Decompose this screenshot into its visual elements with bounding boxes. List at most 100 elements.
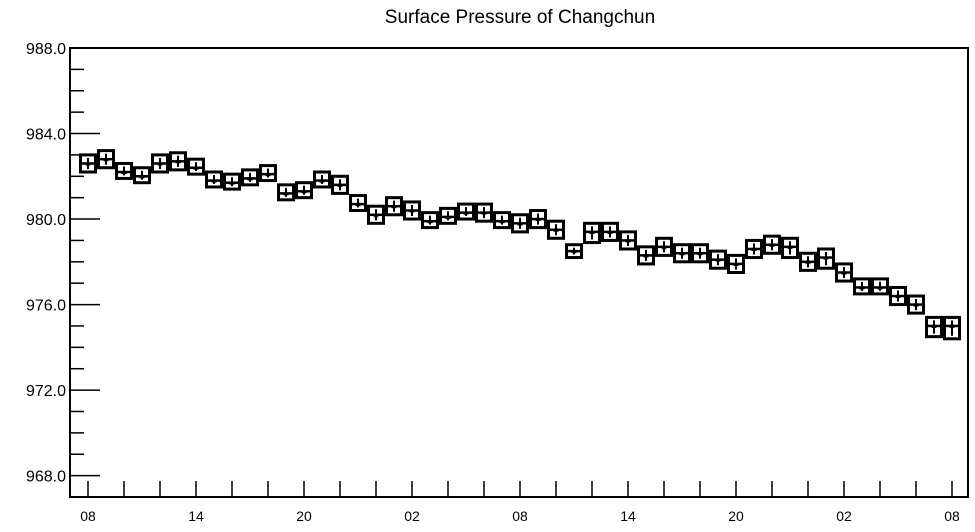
- box-mark: [493, 211, 511, 230]
- box-mark: [637, 245, 655, 266]
- box-marker: [931, 324, 937, 328]
- box-marker: [643, 254, 649, 258]
- box-marker: [913, 303, 919, 307]
- box-marker: [715, 258, 721, 262]
- box-mark: [223, 172, 241, 191]
- x-tick-label: 08: [944, 508, 960, 524]
- y-tick-label: 976.0: [26, 298, 66, 315]
- box-mark: [439, 206, 457, 225]
- box-mark: [79, 153, 97, 174]
- box-marker: [265, 173, 271, 177]
- box-marker: [805, 260, 811, 264]
- box-mark: [673, 243, 691, 264]
- box-mark: [745, 238, 763, 260]
- box-marker: [355, 203, 361, 207]
- box-mark: [511, 213, 529, 234]
- box-marker: [481, 211, 487, 215]
- y-axis: 968.0 972.0 976.0 980.0 984.0 988.0: [26, 41, 100, 486]
- box-mark: [871, 277, 889, 296]
- y-tick-label: 980.0: [26, 212, 66, 229]
- x-tick-label: 20: [728, 508, 744, 524]
- box-marker: [427, 220, 433, 224]
- chart-title: Surface Pressure of Changchun: [385, 7, 655, 28]
- box-marker: [697, 252, 703, 256]
- box-mark: [457, 202, 475, 221]
- box-mark: [331, 174, 349, 195]
- x-tick-label: 20: [296, 508, 312, 524]
- box-mark: [781, 236, 799, 260]
- box-marker: [553, 228, 559, 232]
- box-mark: [565, 243, 583, 260]
- box-marker: [373, 213, 379, 217]
- box-mark: [619, 230, 637, 251]
- box-mark: [727, 253, 745, 274]
- box-mark: [349, 194, 367, 212]
- box-mark: [259, 164, 277, 183]
- box-marker: [499, 220, 505, 224]
- x-tick-label: 14: [620, 508, 636, 524]
- box-marker: [391, 205, 397, 209]
- box-marker: [193, 166, 199, 170]
- box-mark: [205, 170, 223, 189]
- x-tick-label: 08: [80, 508, 96, 524]
- box-marker: [751, 247, 757, 251]
- box-marker: [949, 324, 955, 328]
- box-marker: [247, 177, 253, 181]
- x-tick-label: 02: [836, 508, 852, 524]
- x-tick-label: 14: [188, 508, 204, 524]
- box-mark: [421, 211, 439, 230]
- box-mark: [151, 153, 169, 174]
- box-mark: [547, 219, 565, 240]
- box-mark: [691, 243, 709, 264]
- box-mark: [799, 251, 817, 272]
- box-marker: [733, 262, 739, 266]
- box-mark: [655, 236, 673, 257]
- box-mark: [475, 202, 493, 223]
- box-marker: [841, 271, 847, 275]
- box-mark: [187, 157, 205, 176]
- box-mark: [169, 151, 187, 172]
- box-marker: [823, 256, 829, 260]
- box-marker: [859, 286, 865, 290]
- box-marker: [769, 243, 775, 247]
- box-mark: [835, 262, 853, 283]
- box-mark: [907, 294, 925, 315]
- box-marker: [445, 215, 451, 219]
- box-mark: [853, 277, 871, 296]
- box-marker: [85, 162, 91, 166]
- box-mark: [313, 170, 331, 189]
- box-mark: [763, 234, 781, 255]
- box-marker: [571, 250, 577, 254]
- box-mark: [601, 221, 619, 242]
- box-marker: [319, 179, 325, 183]
- box-mark: [295, 181, 313, 200]
- box-marker: [535, 218, 541, 222]
- y-tick-label: 972.0: [26, 383, 66, 400]
- y-tick-label: 984.0: [26, 127, 66, 144]
- x-tick-label: 08: [512, 508, 528, 524]
- box-marker: [301, 190, 307, 194]
- box-mark: [97, 149, 115, 170]
- box-marker: [517, 222, 523, 226]
- box-marker: [139, 175, 145, 179]
- box-mark: [817, 247, 835, 270]
- x-tick-label: 02: [404, 508, 420, 524]
- box-mark: [115, 161, 133, 180]
- box-mark: [529, 208, 547, 230]
- box-marker: [157, 162, 163, 166]
- y-tick-label: 988.0: [26, 41, 66, 58]
- box-mark: [709, 249, 727, 270]
- y-tick-label: 968.0: [26, 469, 66, 486]
- box-series: [79, 149, 961, 341]
- box-marker: [229, 181, 235, 185]
- box-mark: [403, 200, 421, 221]
- box-marker: [175, 160, 181, 164]
- box-marker: [463, 211, 469, 215]
- box-marker: [661, 245, 667, 249]
- box-mark: [385, 196, 403, 217]
- box-marker: [607, 230, 613, 234]
- box-mark: [889, 285, 907, 307]
- box-marker: [337, 183, 343, 187]
